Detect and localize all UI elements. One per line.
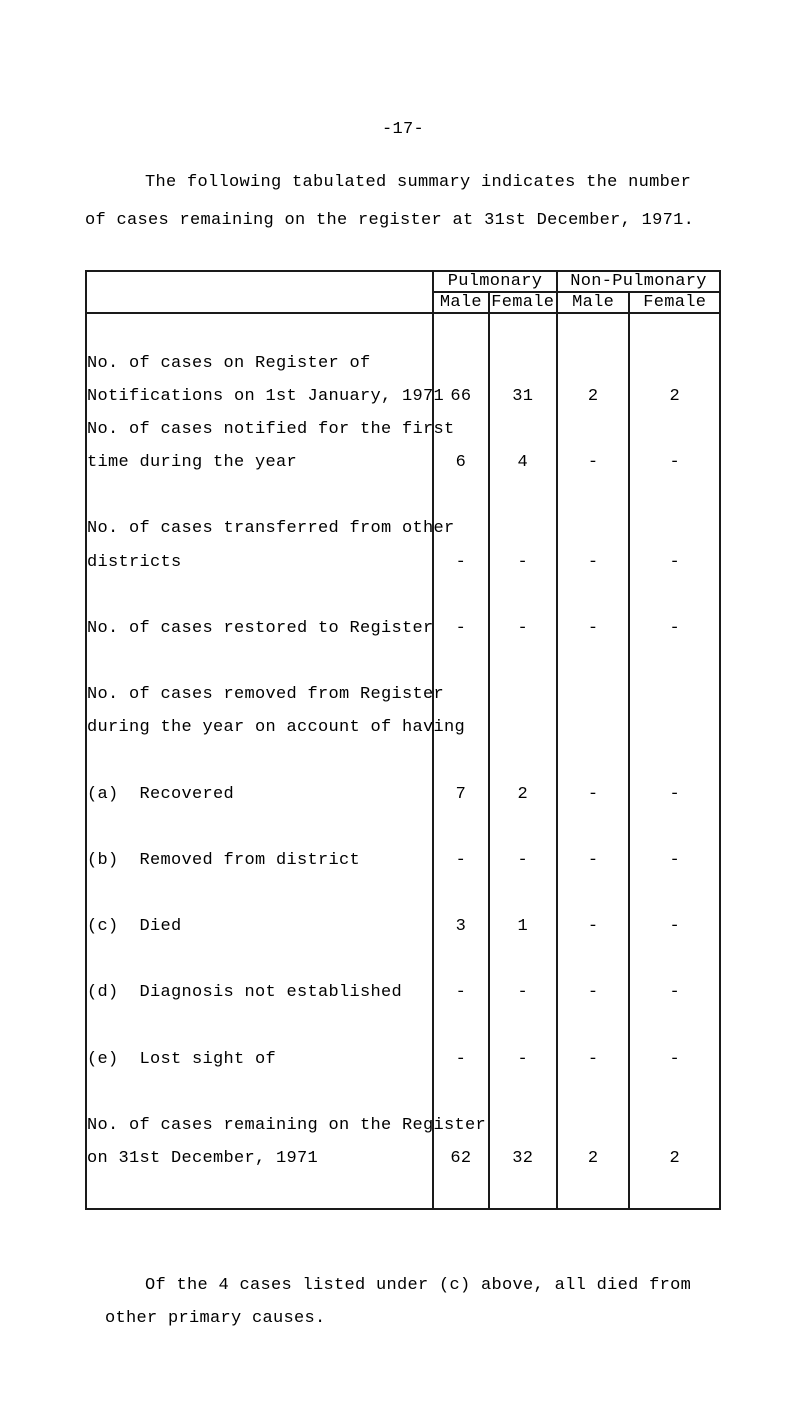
- footer-line-1: Of the 4 cases listed under (c) above, a…: [85, 1270, 721, 1302]
- page-number: -17-: [85, 120, 721, 139]
- col-nonpulm-male-cell: 2 - -- ----- 2: [557, 313, 629, 1210]
- col-nonpulm-female-cell: 2 - -- ----- 2: [629, 313, 720, 1210]
- header-blank: [86, 271, 433, 313]
- header-pulm-female: Female: [489, 292, 557, 313]
- footer-line-2: other primary causes.: [85, 1303, 721, 1335]
- register-table: Pulmonary Non-Pulmonary Male Female Male…: [85, 270, 721, 1211]
- col-pulm-female-cell: 31 4 -- 2-1-- 32: [489, 313, 557, 1210]
- header-pulm-male: Male: [433, 292, 488, 313]
- header-nonpulm-male: Male: [557, 292, 629, 313]
- col-pulm-male-cell: 66 6 -- 7-3-- 62: [433, 313, 488, 1210]
- header-pulmonary: Pulmonary: [433, 271, 557, 292]
- intro-line-2: of cases remaining on the register at 31…: [85, 205, 721, 237]
- table-desc-cell: No. of cases on Register ofNotifications…: [86, 313, 433, 1210]
- header-nonpulm-female: Female: [629, 292, 720, 313]
- header-non-pulmonary: Non-Pulmonary: [557, 271, 720, 292]
- intro-line-1: The following tabulated summary indicate…: [85, 167, 721, 199]
